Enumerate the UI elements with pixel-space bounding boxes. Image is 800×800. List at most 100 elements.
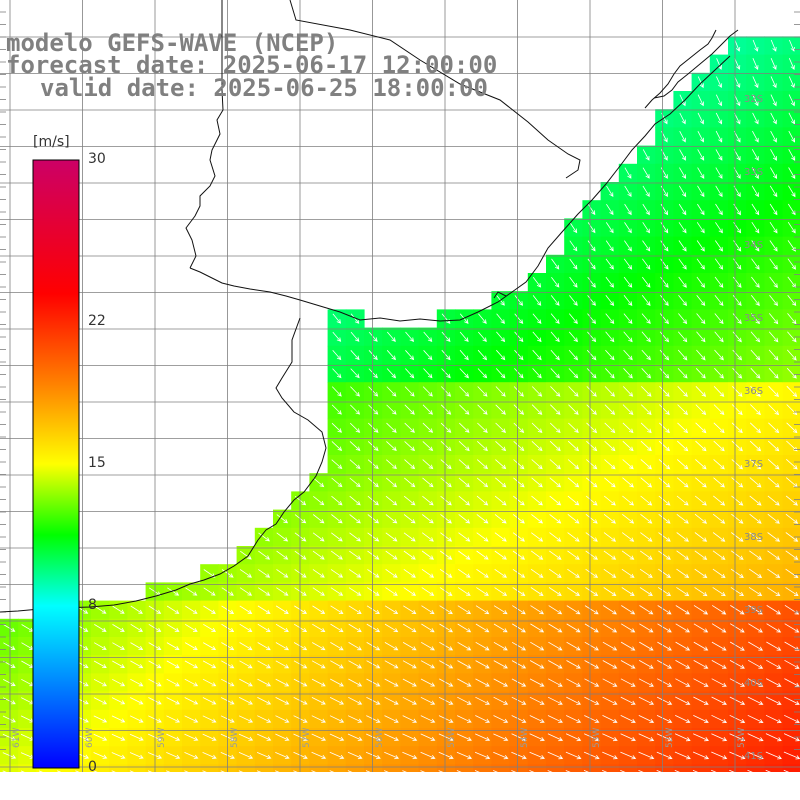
wind-arrow [456,751,473,760]
wind-arrow [789,39,795,52]
wind-arrow [347,751,363,760]
wind-arrow [749,532,762,542]
wind-arrow [712,568,726,578]
wind-arrow [731,495,744,506]
wind-arrow [185,587,198,596]
wind-arrow [494,568,507,578]
longitude-label: 58W [229,727,240,748]
wind-arrow [621,532,635,542]
wind-arrow [786,349,797,361]
wind-cell [782,564,800,583]
wind-arrow [752,94,759,107]
wind-arrow [659,331,670,343]
wind-arrow [439,550,453,560]
wind-arrow [678,276,687,288]
wind-arrow [604,404,616,415]
wind-arrow [657,623,672,633]
wind-arrow [496,331,506,343]
wind-arrow [584,678,600,687]
wind-arrow [584,660,600,669]
wind-arrow [750,404,761,416]
wind-arrow [693,733,709,742]
wind-cell [782,618,800,638]
wind-arrow [495,386,506,397]
wind-arrow [402,715,418,723]
wind-arrow [602,641,618,651]
wind-arrow [166,623,180,632]
wind-arrow [368,331,378,342]
wind-arrow [568,313,578,325]
wind-arrow [770,167,778,180]
wind-arrow [693,696,709,705]
wind-arrow [624,185,632,198]
wind-arrow [257,605,271,614]
wind-arrow [548,678,563,687]
wind-cell [782,364,800,383]
wind-arrow [166,752,181,759]
wind-arrow [477,331,487,343]
wind-arrow [785,550,799,560]
wind-arrow [679,112,686,125]
wind-arrow [531,459,543,470]
wind-arrow [203,642,217,651]
wind-cell [782,582,800,602]
wind-arrow [258,569,271,578]
longitude-label: 56W [374,727,385,748]
wind-arrow [184,752,199,759]
wind-arrow [765,751,782,760]
wind-arrow [731,532,744,542]
wind-arrow [422,404,433,415]
wind-arrow [493,696,509,705]
wind-arrow [478,313,487,324]
wind-arrow [167,587,180,596]
wind-arrow [606,203,614,216]
wind-arrow [3,679,16,687]
wind-arrow [441,368,451,379]
wind-arrow [493,751,509,760]
wind-arrow [258,550,271,560]
wind-arrow [166,678,180,687]
wind-arrow [752,112,759,125]
wind-arrow [549,477,562,488]
wind-arrow [638,733,655,742]
wind-arrow [659,422,670,434]
wind-arrow [531,477,543,488]
wind-arrow [441,349,451,361]
wind-arrow [93,752,108,759]
wind-arrow [585,513,598,524]
wind-arrow [420,733,436,741]
wind-arrow [402,733,418,741]
wind-arrow [384,642,399,651]
wind-arrow [747,714,764,724]
wind-arrow [566,605,581,615]
wind-arrow [494,514,507,524]
wind-arrow [348,678,363,687]
wind-arrow [402,696,417,705]
wind-arrow [94,624,107,632]
wind-arrow [547,696,563,705]
wind-arrow [349,477,361,488]
wind-arrow [715,167,723,179]
wind-arrow [729,751,746,760]
wind-arrow [749,513,762,524]
wind-arrow [767,477,780,488]
wind-arrow [602,696,618,705]
wind-arrow [331,404,342,415]
wind-arrow [386,386,397,397]
wind-arrow [769,258,778,270]
wind-arrow [257,642,271,651]
wind-arrow [275,752,290,759]
wind-arrow [350,350,360,361]
wind-arrow [770,130,777,143]
wind-arrow [605,222,614,234]
wind-arrow [566,660,581,669]
wind-arrow [639,623,654,633]
wind-arrow [475,641,490,651]
wind-arrow [641,368,652,379]
wind-arrow [696,331,706,343]
wind-arrow [457,587,471,596]
wind-arrow [788,185,796,198]
wind-arrow [677,349,688,361]
wind-arrow [786,422,798,434]
wind-arrow [457,696,472,705]
